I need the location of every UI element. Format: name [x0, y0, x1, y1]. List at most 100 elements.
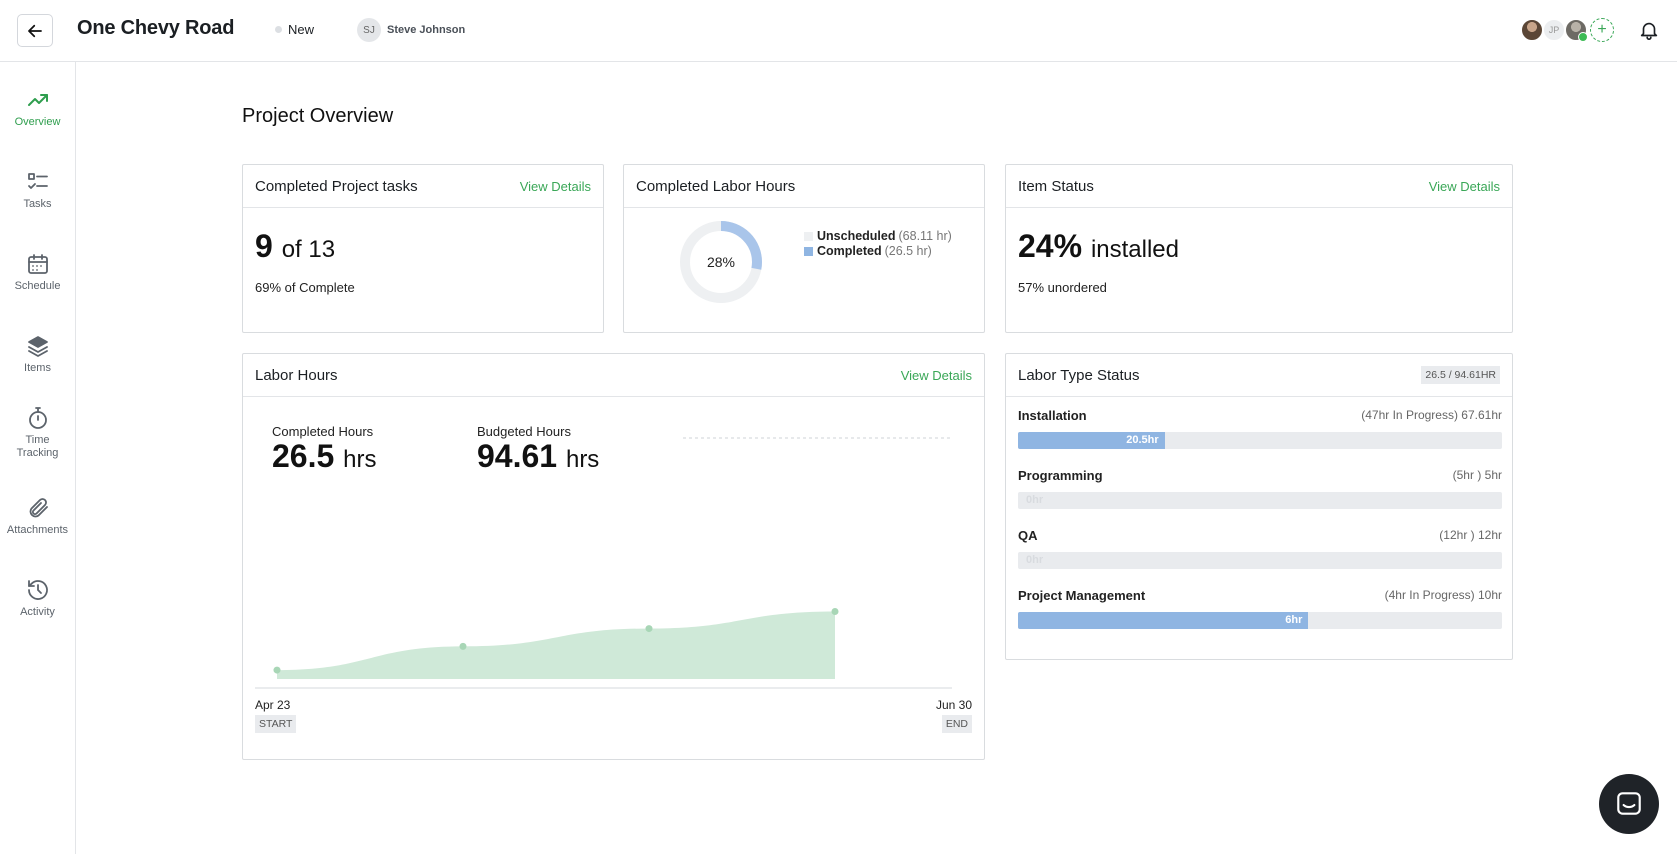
end-tag: END [941, 715, 972, 733]
installed-word: installed [1090, 236, 1179, 263]
labor-type-bar-fill: 20.5hr [1018, 432, 1165, 449]
sidebar: Overview Tasks Schedule Items Time Track… [0, 62, 76, 854]
chat-icon [1617, 792, 1641, 815]
stopwatch-icon [28, 407, 47, 429]
legend-name: Completed [817, 244, 882, 258]
legend-swatch [804, 232, 813, 241]
sidebar-item-tasks[interactable]: Tasks [0, 170, 75, 210]
card-header: Labor Type Status 26.5 / 94.61HR [1006, 354, 1512, 397]
completed-tasks-card: Completed Project tasks View Details 9 o… [242, 164, 604, 333]
chart-point [831, 607, 839, 615]
legend-value: (26.5 hr) [884, 244, 932, 258]
sidebar-item-label: Items [24, 362, 51, 374]
completed-hours: Completed Hours 26.5 hrs [272, 424, 377, 477]
installed-percent: 24% [1018, 228, 1083, 264]
sidebar-item-label: Schedule [14, 280, 61, 292]
tasks-count: 9 of 13 [255, 228, 335, 265]
legend-name: Unscheduled [817, 229, 896, 243]
labor-type-name: Installation [1018, 408, 1087, 423]
legend-item: Completed (26.5 hr) [804, 244, 952, 259]
card-title: Labor Type Status [1018, 366, 1140, 384]
sidebar-item-label: Overview [14, 116, 61, 128]
donut-legend: Unscheduled (68.11 hr) Completed (26.5 h… [804, 229, 952, 259]
completed-labor-hours-card: Completed Labor Hours 28% Unscheduled (6… [623, 164, 985, 333]
hours-unit: hrs [565, 446, 600, 473]
sidebar-item-label: Activity [20, 606, 55, 618]
sidebar-item-schedule[interactable]: Schedule [0, 252, 75, 292]
card-title: Labor Hours [255, 366, 338, 384]
collaborator-avatar[interactable] [1520, 18, 1544, 42]
card-header: Completed Project tasks View Details [243, 165, 603, 208]
chart-end: Jun 30 END [936, 698, 972, 733]
card-header: Item Status View Details [1006, 165, 1512, 208]
labor-hours-card: Labor Hours View Details Completed Hours… [242, 353, 985, 760]
view-details-link[interactable]: View Details [519, 178, 591, 194]
chat-launcher-button[interactable] [1599, 774, 1659, 834]
labor-hours-donut: 28% [680, 221, 762, 303]
status-label: New [288, 22, 315, 37]
checklist-icon [27, 173, 48, 189]
sidebar-item-label: Tasks [23, 198, 52, 210]
status-badge[interactable]: New [275, 22, 314, 37]
card-header: Labor Hours View Details [243, 354, 984, 397]
trend-up-icon [27, 94, 48, 106]
sidebar-item-time-tracking[interactable]: Time Tracking [0, 406, 75, 460]
sidebar-item-items[interactable]: Items [0, 334, 75, 374]
items-unordered: 57% unordered [1018, 280, 1107, 295]
project-owner[interactable]: SJ Steve Johnson [357, 18, 465, 42]
sidebar-item-activity[interactable]: Activity [0, 578, 75, 618]
owner-name: Steve Johnson [387, 24, 466, 36]
tasks-percent: 69% of Complete [255, 280, 355, 295]
collaborator-avatar[interactable] [1564, 18, 1588, 42]
start-tag: START [255, 715, 297, 733]
labor-total-badge: 26.5 / 94.61HR [1421, 366, 1500, 384]
sidebar-item-attachments[interactable]: Attachments [0, 496, 75, 536]
hours-unit: hrs [343, 446, 377, 473]
tasks-done: 9 [255, 228, 273, 264]
legend-value: (68.11 hr) [898, 229, 952, 243]
add-collaborator-button[interactable]: + [1590, 18, 1614, 42]
sidebar-item-label: Time [25, 434, 50, 446]
items-installed: 24% installed [1018, 228, 1179, 265]
paperclip-icon [29, 498, 48, 518]
labor-type-hours: (47hr In Progress) 67.61hr [1361, 408, 1502, 422]
completed-hours-label: Completed Hours [272, 424, 374, 439]
labor-type-bar: 0hr [1018, 552, 1502, 569]
card-header: Completed Labor Hours [624, 165, 984, 208]
back-button[interactable] [17, 14, 53, 47]
view-details-link[interactable]: View Details [900, 367, 972, 383]
labor-type-bar-fill: 6hr [1018, 612, 1309, 629]
labor-type-status-card: Labor Type Status 26.5 / 94.61HR Install… [1005, 353, 1513, 660]
chart-point [273, 666, 281, 674]
labor-type-row: QA (12hr ) 12hr 0hr [1018, 528, 1502, 569]
sidebar-item-label: Attachments [6, 524, 69, 536]
arrow-left-icon [28, 24, 42, 37]
labor-type-hours: (5hr ) 5hr [1452, 468, 1502, 482]
sidebar-item-overview[interactable]: Overview [0, 88, 75, 128]
labor-type-bar: 20.5hr [1018, 432, 1502, 449]
budgeted-hours-value: 94.61 [477, 438, 558, 474]
card-title: Completed Project tasks [255, 177, 418, 195]
layers-icon [27, 336, 48, 357]
bell-icon [1640, 22, 1658, 40]
tasks-total: of 13 [281, 236, 336, 263]
labor-type-row: Project Management (4hr In Progress) 10h… [1018, 588, 1502, 629]
collaborator-avatar[interactable]: JP [1542, 18, 1566, 42]
donut-percent: 28% [707, 254, 735, 270]
donut-completed-arc [680, 221, 762, 303]
notifications-button[interactable] [1638, 19, 1660, 46]
item-status-card: Item Status View Details 24% installed 5… [1005, 164, 1513, 333]
labor-area [277, 611, 835, 679]
labor-type-hours: (4hr In Progress) 10hr [1384, 588, 1502, 602]
completed-hours-value: 26.5 [272, 438, 335, 474]
collaborators: JP + [1520, 18, 1614, 42]
view-details-link[interactable]: View Details [1428, 178, 1500, 194]
legend-item: Unscheduled (68.11 hr) [804, 229, 952, 244]
budgeted-hours-label: Budgeted Hours [477, 424, 571, 439]
start-date: Apr 23 [255, 698, 291, 712]
legend-swatch [804, 247, 813, 256]
labor-type-bar: 6hr [1018, 612, 1502, 629]
card-title: Item Status [1018, 177, 1094, 195]
labor-type-row: Programming (5hr ) 5hr 0hr [1018, 468, 1502, 509]
labor-type-hours: (12hr ) 12hr [1439, 528, 1502, 542]
